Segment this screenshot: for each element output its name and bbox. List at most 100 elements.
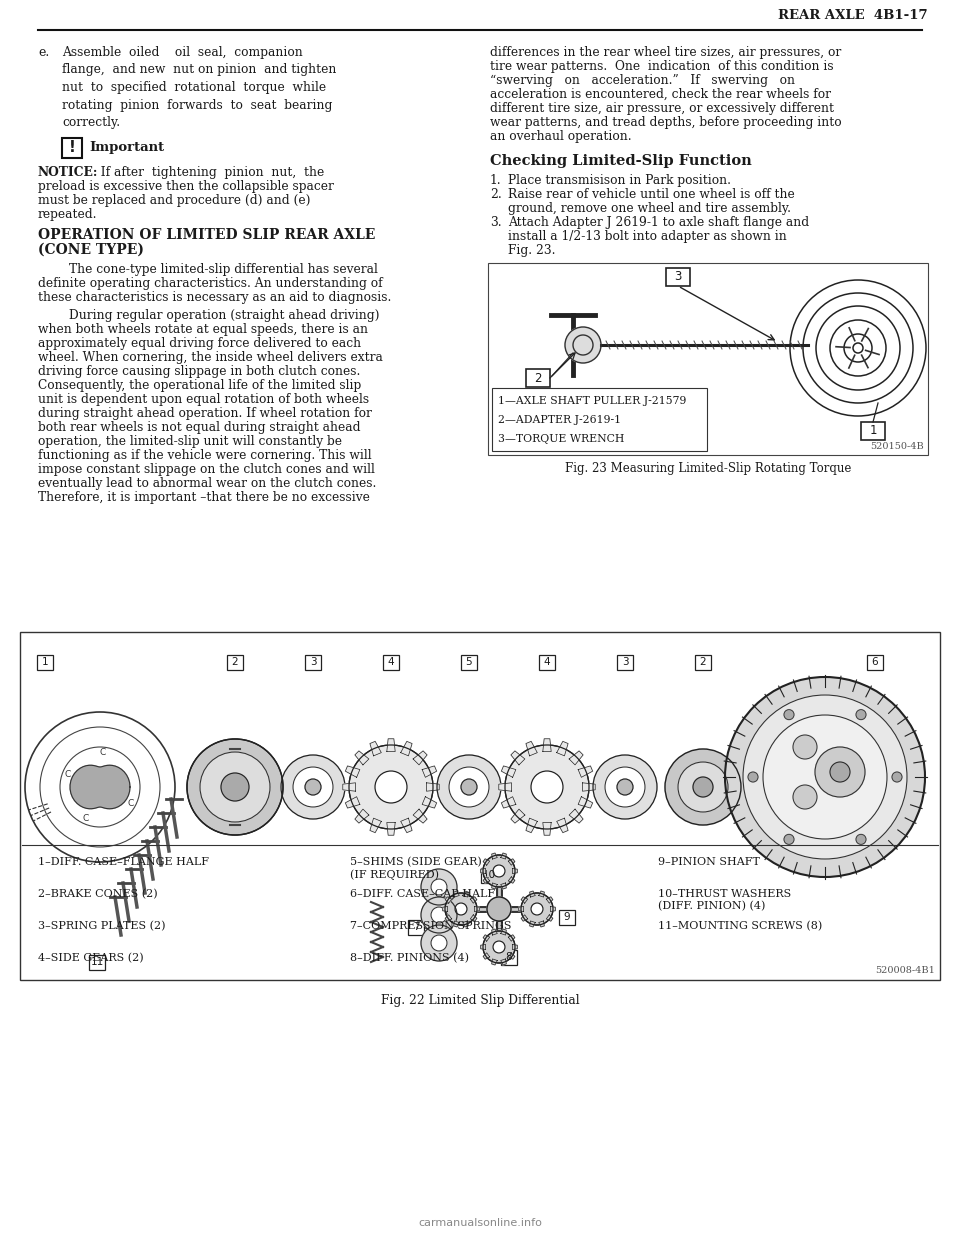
Polygon shape: [501, 959, 506, 965]
Text: 1—AXLE SHAFT PULLER J-21579: 1—AXLE SHAFT PULLER J-21579: [498, 396, 686, 405]
Polygon shape: [521, 897, 528, 903]
Circle shape: [593, 755, 657, 818]
Circle shape: [449, 768, 489, 807]
Text: C: C: [128, 800, 133, 808]
Text: approximately equal driving force delivered to each: approximately equal driving force delive…: [38, 337, 361, 350]
Bar: [461, 655, 477, 670]
Circle shape: [375, 771, 407, 804]
Circle shape: [281, 755, 345, 818]
Text: REAR AXLE  4B1-17: REAR AXLE 4B1-17: [779, 9, 928, 22]
Text: 7: 7: [413, 923, 420, 932]
Circle shape: [856, 709, 866, 719]
Text: 5: 5: [466, 657, 472, 667]
Polygon shape: [481, 945, 486, 950]
Polygon shape: [578, 796, 592, 808]
Text: 6–DIFF. CASE–CAP HALF: 6–DIFF. CASE–CAP HALF: [350, 889, 495, 899]
Polygon shape: [513, 868, 517, 873]
Polygon shape: [400, 742, 412, 756]
Text: NOTICE:: NOTICE:: [38, 166, 98, 179]
Polygon shape: [470, 915, 477, 921]
Circle shape: [693, 777, 713, 797]
Bar: [617, 655, 633, 670]
Text: when both wheels rotate at equal speeds, there is an: when both wheels rotate at equal speeds,…: [38, 322, 368, 336]
Text: 3.: 3.: [490, 216, 502, 229]
Circle shape: [665, 749, 741, 825]
Circle shape: [493, 941, 505, 954]
Polygon shape: [499, 782, 512, 791]
Polygon shape: [508, 859, 515, 866]
Circle shape: [293, 768, 333, 807]
Polygon shape: [546, 915, 553, 921]
Circle shape: [856, 835, 866, 844]
Text: 8–DIFF. PINIONS (4): 8–DIFF. PINIONS (4): [350, 954, 469, 963]
Bar: [539, 655, 555, 670]
Text: ground, remove one wheel and tire assembly.: ground, remove one wheel and tire assemb…: [508, 202, 791, 215]
Circle shape: [421, 897, 457, 932]
Text: OPERATION OF LIMITED SLIP REAR AXLE: OPERATION OF LIMITED SLIP REAR AXLE: [38, 228, 375, 242]
Polygon shape: [508, 935, 515, 941]
Text: 1–DIFF. CASE–FLANGE HALF: 1–DIFF. CASE–FLANGE HALF: [38, 857, 209, 867]
Polygon shape: [501, 853, 506, 859]
Circle shape: [493, 866, 505, 877]
Text: differences in the rear wheel tire sizes, air pressures, or: differences in the rear wheel tire sizes…: [490, 46, 841, 60]
Polygon shape: [413, 810, 427, 823]
Text: 520150-4B: 520150-4B: [871, 441, 924, 451]
Circle shape: [565, 327, 601, 363]
Circle shape: [793, 735, 817, 759]
Text: Raise rear of vehicle until one wheel is off the: Raise rear of vehicle until one wheel is…: [508, 188, 795, 201]
Text: 4–SIDE GEARS (2): 4–SIDE GEARS (2): [38, 954, 144, 963]
Polygon shape: [387, 739, 396, 751]
Polygon shape: [346, 766, 360, 777]
Polygon shape: [530, 892, 536, 897]
Polygon shape: [70, 765, 130, 808]
Text: 8: 8: [506, 952, 513, 962]
Text: 3—TORQUE WRENCH: 3—TORQUE WRENCH: [498, 434, 624, 444]
Text: acceleration is encountered, check the rear wheels for: acceleration is encountered, check the r…: [490, 88, 831, 100]
Polygon shape: [387, 822, 396, 836]
Circle shape: [187, 739, 283, 835]
Text: driving force causing slippage in both clutch cones.: driving force causing slippage in both c…: [38, 365, 360, 378]
Polygon shape: [546, 897, 553, 903]
Bar: [37, 655, 53, 670]
Text: definite operating characteristics. An understanding of: definite operating characteristics. An u…: [38, 277, 383, 290]
Polygon shape: [483, 935, 490, 941]
Polygon shape: [492, 883, 497, 889]
Text: impose constant slippage on the clutch cones and will: impose constant slippage on the clutch c…: [38, 463, 374, 476]
Polygon shape: [463, 921, 468, 928]
Polygon shape: [445, 897, 452, 903]
Text: 1: 1: [869, 424, 876, 438]
Bar: [666, 268, 690, 286]
Text: C: C: [83, 815, 88, 823]
Polygon shape: [530, 921, 536, 928]
Polygon shape: [492, 959, 497, 965]
Polygon shape: [483, 952, 490, 960]
Polygon shape: [508, 877, 515, 883]
Text: these characteristics is necessary as an aid to diagnosis.: these characteristics is necessary as an…: [38, 291, 392, 304]
Bar: [488, 263, 928, 455]
Bar: [492, 388, 707, 451]
Circle shape: [221, 773, 249, 801]
Text: Place transmisison in Park position.: Place transmisison in Park position.: [508, 174, 731, 187]
Polygon shape: [526, 742, 538, 756]
Bar: [526, 370, 550, 387]
Text: 2: 2: [535, 372, 541, 384]
Bar: [861, 422, 885, 440]
Text: C: C: [100, 748, 107, 756]
Polygon shape: [511, 751, 525, 765]
Polygon shape: [557, 742, 568, 756]
Polygon shape: [539, 892, 544, 897]
Text: wheel. When cornering, the inside wheel delivers extra: wheel. When cornering, the inside wheel …: [38, 351, 383, 365]
Polygon shape: [422, 796, 437, 808]
Polygon shape: [445, 915, 452, 921]
Polygon shape: [501, 766, 516, 777]
Polygon shape: [578, 766, 592, 777]
Polygon shape: [521, 915, 528, 921]
Text: Fig. 23 Measuring Limited-Slip Rotating Torque: Fig. 23 Measuring Limited-Slip Rotating …: [564, 463, 852, 475]
Polygon shape: [483, 877, 490, 883]
Text: both rear wheels is not equal during straight ahead: both rear wheels is not equal during str…: [38, 422, 361, 434]
Text: 7–COMPRESSION SPRINGS: 7–COMPRESSION SPRINGS: [350, 921, 512, 931]
Text: Attach Adapter J 2619-1 to axle shaft flange and: Attach Adapter J 2619-1 to axle shaft fl…: [508, 216, 809, 229]
Text: 3: 3: [310, 657, 316, 667]
Circle shape: [505, 745, 589, 830]
Text: 11–MOUNTING SCREWS (8): 11–MOUNTING SCREWS (8): [658, 921, 823, 931]
